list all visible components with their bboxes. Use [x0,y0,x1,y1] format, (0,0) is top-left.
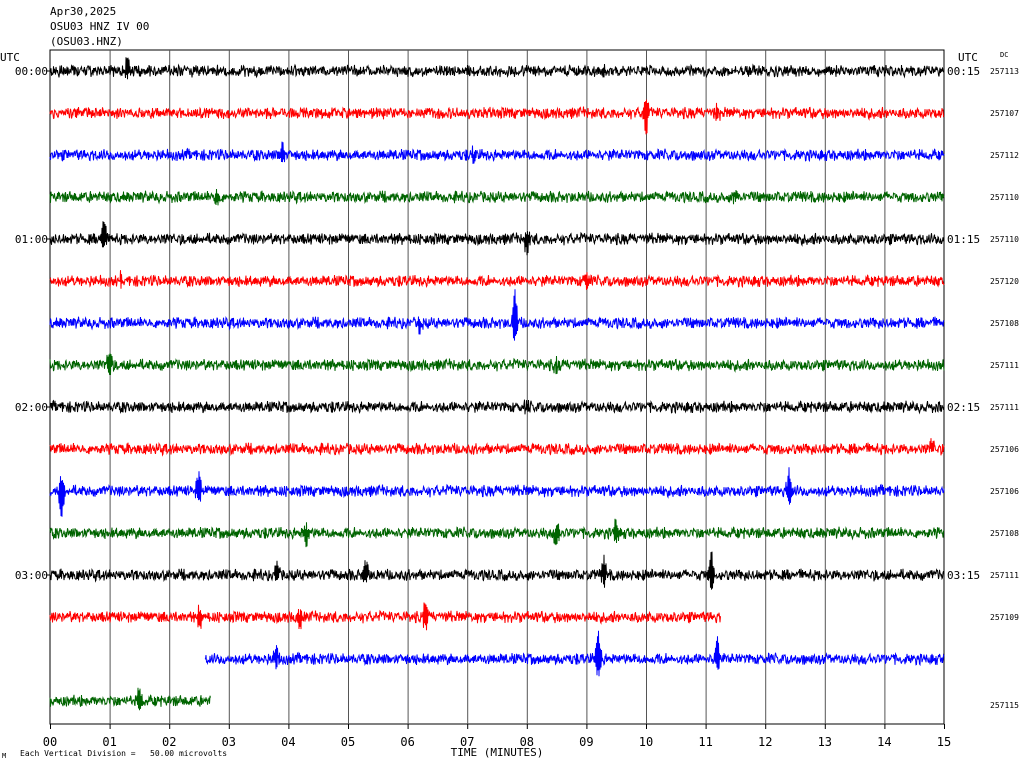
dc-offset-label: 257108 [990,319,1019,328]
row-time-label-right: 03:15 [947,569,980,582]
x-tick-label: 06 [400,735,414,749]
x-tick-label: 08 [520,735,534,749]
seismic-trace-black [49,551,945,590]
seismic-trace-green [49,687,211,711]
dc-offset-label: 257108 [990,529,1019,538]
x-tick-label: 15 [937,735,951,749]
dc-offset-label: 257120 [990,277,1019,286]
x-tick-label: 00 [43,735,57,749]
x-tick-label: 10 [639,735,653,749]
dc-offset-label: 257107 [990,109,1019,118]
row-time-label-right: 02:15 [947,401,980,414]
seismic-trace-blue [204,630,945,677]
row-time-label-left: 00:00 [15,65,48,78]
dc-offset-label: 257109 [990,613,1019,622]
dc-offset-label: 257110 [990,235,1019,244]
seismic-trace-black [49,57,945,80]
seismic-trace-red [49,602,721,631]
x-tick-label: 02 [162,735,176,749]
station-code-label: (OSU03.HNZ) [50,35,123,48]
seismic-trace-blue [49,141,945,164]
right-axis-title: UTC [958,51,978,64]
dc-offset-label: 257111 [990,403,1019,412]
seismic-trace-blue [49,467,945,517]
row-time-label-left: 03:00 [15,569,48,582]
seismic-trace-red [49,270,945,291]
plot-frame [49,49,945,725]
seismic-trace-green [49,188,945,206]
dc-offset-label: 257112 [990,151,1019,160]
station-label: OSU03 HNZ IV 00 [50,20,150,33]
x-tick-label: 12 [758,735,772,749]
dc-offset-label: 257106 [990,445,1019,454]
seismic-trace-green [49,518,945,548]
row-time-label-right: 00:15 [947,65,980,78]
label-layer: 00 01 02 03 04 05 06 07 08 09 10 11 12 13 14 15 TIME (MI… [0,51,1019,759]
scale-note: Each Vertical Division = 50.00 microvolt… [20,749,228,758]
left-axis-title: UTC [0,51,20,64]
seismic-trace-green [49,353,945,376]
dc-offset-label: 257110 [990,193,1019,202]
seismic-trace-red [49,99,945,135]
x-tick-label: 04 [281,735,295,749]
x-axis-title: TIME (MINUTES) [451,746,544,759]
seismic-trace-blue [49,289,945,341]
seismic-trace-black [49,399,945,415]
dc-offset-label: 257106 [990,487,1019,496]
x-tick-label: 01 [102,735,116,749]
dc-offset-label: 257115 [990,701,1019,710]
x-tick-label: 11 [698,735,712,749]
corner-mark: M [2,752,7,760]
row-time-label-left: 02:00 [15,401,48,414]
dc-offset-label: 257111 [990,361,1019,370]
date-label: Apr30,2025 [50,5,117,18]
dc-offset-label: 257111 [990,571,1019,580]
x-tick-label: 03 [222,735,236,749]
x-tick-label: 05 [341,735,355,749]
x-tick-label: 07 [460,735,474,749]
seismic-trace-black [49,221,945,256]
x-tick-label: 13 [818,735,832,749]
grid-layer [46,49,945,729]
dc-label: DC [1000,51,1008,59]
seismic-trace-red [49,438,945,457]
trace-layer [49,57,945,711]
x-tick-label: 09 [579,735,593,749]
row-time-label-right: 01:15 [947,233,980,246]
x-tick-label: 14 [877,735,891,749]
dc-offset-label: 257113 [990,67,1019,76]
row-time-label-left: 01:00 [15,233,48,246]
